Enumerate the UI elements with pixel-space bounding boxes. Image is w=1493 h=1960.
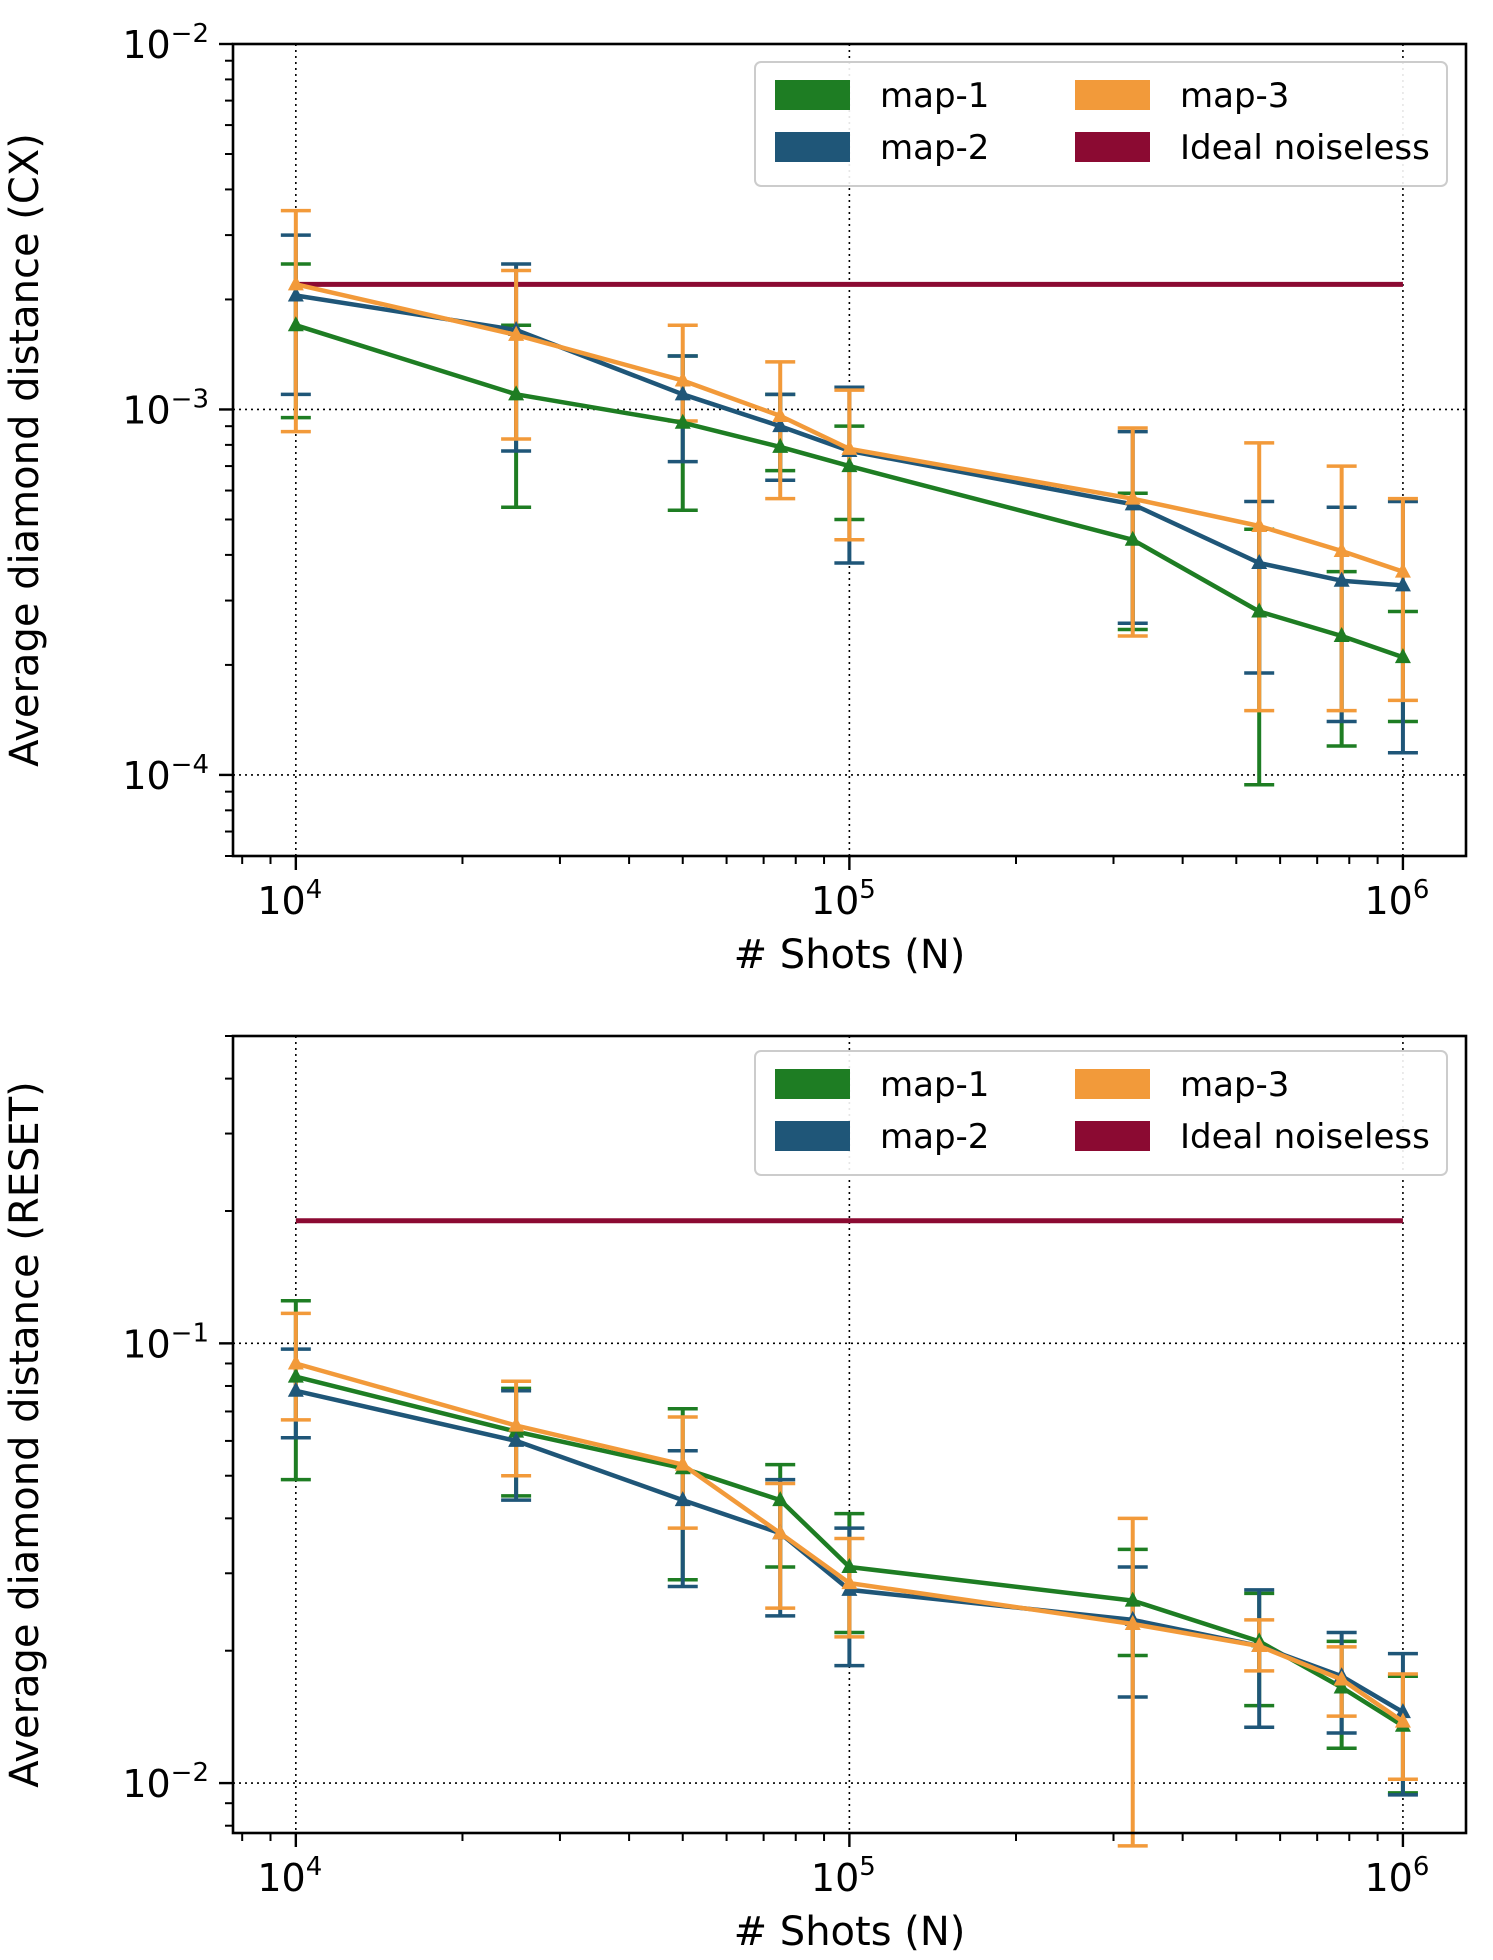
legend-swatch	[1075, 80, 1150, 110]
legend-swatch	[1075, 132, 1150, 162]
x-tick-label: 106	[1364, 875, 1429, 923]
legend-label: Ideal noiseless	[1180, 128, 1430, 168]
map-2-point	[1333, 571, 1350, 587]
plot-frame	[231, 42, 1468, 858]
map-1-point	[508, 385, 525, 401]
map-2-point	[1394, 576, 1411, 592]
map-2-point	[1251, 554, 1268, 570]
legend-swatch	[1075, 1121, 1150, 1151]
legend-swatch	[775, 132, 850, 162]
y-tick-label: 10−4	[122, 750, 209, 798]
legend-label: map-2	[880, 128, 989, 168]
map-3-point	[1394, 1712, 1411, 1728]
x-axis-label: # Shots (N)	[734, 932, 966, 978]
legend: map-1 map-3 map-2 Ideal noiseless	[754, 1050, 1448, 1176]
map-3-point	[772, 406, 789, 422]
map-1-point	[1394, 648, 1411, 664]
y-axis-label: Average diamond distance (RESET)	[2, 1081, 48, 1787]
legend-box	[754, 1050, 1448, 1176]
y-tick-label: 10−2	[122, 1758, 209, 1806]
map-2-point	[674, 385, 691, 401]
map-3-point	[1394, 562, 1411, 578]
legend-label: map-1	[880, 1065, 989, 1105]
legend: map-1 map-3 map-2 Ideal noiseless	[754, 61, 1448, 187]
map-3-point	[508, 1416, 525, 1432]
legend-swatch	[1075, 1069, 1150, 1099]
panel-reset: 104 105 106 10−2 10−1 # Shots (N) Average diam…	[2, 1034, 1468, 1955]
map-1-point	[772, 437, 789, 453]
plot-frame	[231, 1034, 1468, 1835]
map-2-point	[674, 1491, 691, 1507]
map-2-point	[287, 1381, 304, 1397]
legend-swatch	[775, 1069, 850, 1099]
map-2-point	[287, 286, 304, 302]
y-axis-label: Average diamond distance (CX)	[2, 133, 48, 767]
map-3-point	[1124, 489, 1141, 505]
map-3-point	[1333, 541, 1350, 557]
map-3-point	[772, 1524, 789, 1540]
map-3-point	[1251, 1636, 1268, 1652]
map-1-point	[1251, 602, 1268, 618]
legend-label: map-3	[1180, 1065, 1289, 1105]
x-tick-label: 105	[811, 875, 876, 923]
map-3-point	[287, 275, 304, 291]
map-1-point	[841, 1558, 858, 1574]
map-3-point	[287, 1354, 304, 1370]
x-tick-label: 104	[257, 1852, 322, 1900]
map-3-point	[1124, 1615, 1141, 1631]
map-1-point	[841, 457, 858, 473]
map-1-point	[1124, 1591, 1141, 1607]
map-3-point	[841, 1574, 858, 1590]
x-tick-label: 104	[257, 875, 322, 923]
legend-box	[754, 61, 1448, 187]
map-2-point	[508, 1431, 525, 1447]
legend-swatch	[775, 80, 850, 110]
panel-cx: 104 105 106 10−4 10−3 10−2 # Shots (N) Average …	[2, 19, 1468, 978]
map-3-point	[1251, 516, 1268, 532]
map-3-point	[674, 371, 691, 387]
legend-label: map-2	[880, 1117, 989, 1157]
map-1-point	[1124, 530, 1141, 546]
map-1-point	[1333, 626, 1350, 642]
map-3-point	[508, 325, 525, 341]
map-2-point	[772, 417, 789, 433]
map-1-point	[674, 413, 691, 429]
map-3-point	[674, 1455, 691, 1471]
map-2-point	[1394, 1703, 1411, 1719]
x-tick-label: 106	[1364, 1852, 1429, 1900]
y-tick-label: 10−1	[122, 1318, 209, 1366]
map-3-errorbars	[280, 208, 1418, 713]
map-3-point	[1333, 1670, 1350, 1686]
map-1-point	[287, 1367, 304, 1383]
legend-swatch	[775, 1121, 850, 1151]
map-1-point	[772, 1491, 789, 1507]
legend-label: map-3	[1180, 76, 1289, 116]
x-tick-label: 105	[811, 1852, 876, 1900]
map-1-point	[1333, 1678, 1350, 1694]
y-tick-label: 10−3	[122, 384, 209, 432]
legend-label: Ideal noiseless	[1180, 1117, 1430, 1157]
y-tick-label: 10−2	[122, 19, 209, 67]
map-3-point	[841, 439, 858, 455]
legend-label: map-1	[880, 76, 989, 116]
map-1-point	[287, 316, 304, 332]
x-axis-label: # Shots (N)	[734, 1909, 966, 1955]
